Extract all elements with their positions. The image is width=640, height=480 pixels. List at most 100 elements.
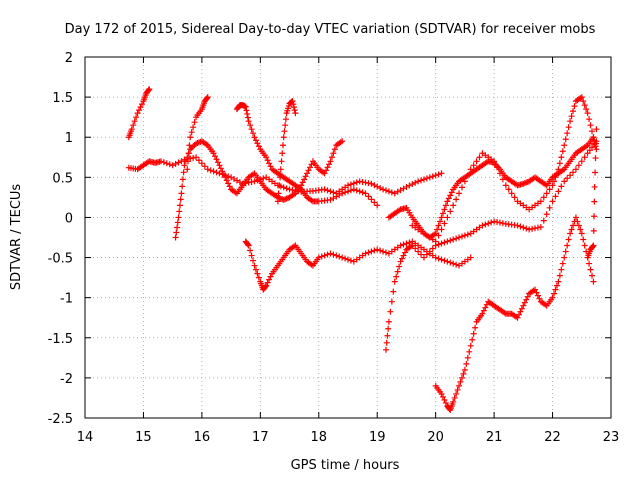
data-point [277,166,284,173]
data-point [225,173,232,180]
data-point [472,324,479,331]
data-point [441,396,448,403]
data-point [213,169,220,176]
data-point [591,213,598,220]
data-point [374,183,381,190]
data-point [216,162,223,169]
data-point [412,179,419,186]
data-point [345,256,351,263]
y-tick-label: -2.5 [48,412,73,427]
data-point [549,198,556,205]
data-point [441,257,448,264]
data-point [260,175,267,182]
data-point [380,248,387,255]
data-point [456,382,463,389]
data-point [308,161,315,168]
data-point [193,154,200,161]
data-point [537,224,544,231]
data-point [420,254,427,261]
data-point [222,174,229,181]
data-point [568,226,575,233]
data-point [438,214,445,221]
x-tick-label: 19 [369,430,386,445]
data-point [581,242,588,249]
data-point [482,304,489,311]
data-point [448,189,455,196]
data-point [556,160,563,167]
data-point [458,374,465,381]
data-point [210,168,217,175]
data-point [380,186,387,193]
data-point [591,198,598,205]
data-point [385,318,392,325]
x-tick-label: 23 [603,430,620,445]
data-point [400,252,407,259]
data-point [590,227,597,234]
data-point [438,170,445,177]
data-point [494,164,501,171]
data-point [245,242,252,249]
data-point [330,189,337,196]
data-point [210,150,217,157]
data-point [553,170,560,177]
data-point [453,390,460,397]
data-point [267,273,274,280]
data-point [266,276,273,283]
data-point [447,208,454,215]
data-point [406,182,413,189]
data-point [157,158,164,165]
data-point [176,208,183,215]
data-point [488,219,495,226]
data-point [195,157,202,164]
data-point [469,336,476,343]
data-point [362,250,369,257]
data-point [394,268,401,275]
data-point [437,218,444,225]
data-point [590,242,597,249]
data-point [174,219,181,226]
data-point [219,168,226,175]
data-point [463,360,470,367]
data-point [190,154,197,161]
data-point [453,235,460,242]
data-point [263,154,270,161]
data-point [399,255,406,262]
data-point [533,289,540,296]
series-track-e [233,102,381,209]
data-point [520,224,527,231]
data-point [286,186,293,193]
data-point [470,330,477,337]
y-tick-label: 0 [65,211,73,226]
data-point [555,278,562,285]
data-point [567,172,574,179]
y-tick-label: -1 [60,292,73,307]
data-point [321,170,328,177]
data-point [461,366,468,373]
data-point [444,214,451,221]
data-point [426,174,433,181]
data-point [248,178,255,185]
data-point [179,176,186,183]
data-point [590,278,597,285]
data-point [549,294,556,301]
data-point [276,182,283,189]
data-point [180,169,187,176]
data-point [464,231,471,238]
data-point [223,177,230,184]
data-point [482,221,489,228]
data-point [247,247,254,254]
data-point [435,255,442,262]
data-point [577,226,584,233]
data-point [387,308,394,315]
data-point [327,188,334,195]
data-point [447,192,454,199]
data-point [521,299,528,306]
data-point [245,179,252,186]
data-point [578,94,585,101]
data-point [438,226,445,233]
data-point [567,230,574,237]
data-point [432,238,439,245]
data-point [264,279,271,286]
data-point [130,122,137,129]
data-point [447,237,454,244]
